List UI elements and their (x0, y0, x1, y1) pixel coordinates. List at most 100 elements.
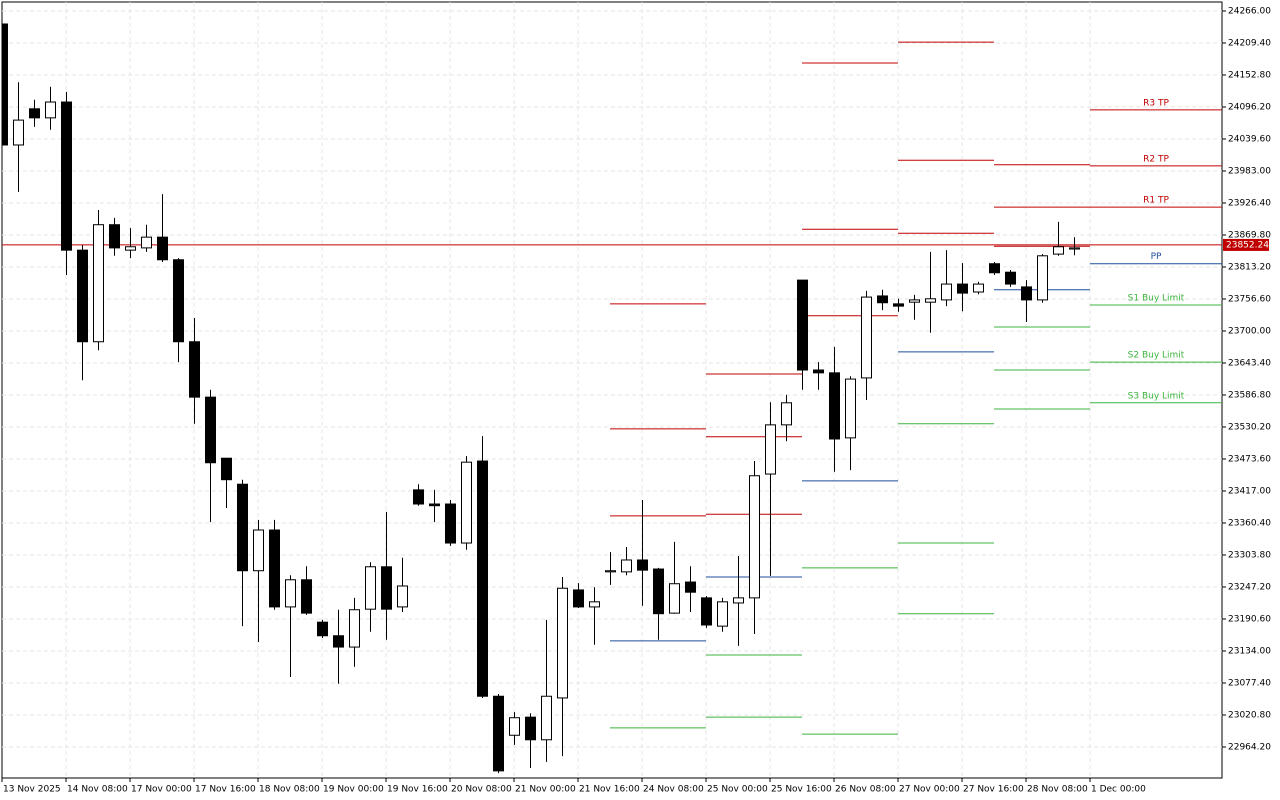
candle-body (237, 483, 248, 572)
candle-body (925, 298, 936, 303)
candle-body (157, 236, 168, 261)
y-tick-label: 24039.60 (1228, 134, 1271, 144)
y-tick-label: 23020.80 (1228, 711, 1271, 721)
pivot-label: S3 Buy Limit (1128, 391, 1185, 401)
candle-body (877, 295, 888, 304)
candle-body (301, 579, 312, 614)
candle-body (381, 566, 392, 610)
x-tick-label: 18 Nov 08:00 (259, 785, 320, 795)
y-tick-label: 24209.40 (1228, 38, 1271, 48)
x-tick-label: 27 Nov 00:00 (899, 785, 960, 795)
y-tick-label: 24096.20 (1228, 102, 1271, 112)
candle-body (45, 101, 56, 119)
x-tick-label: 21 Nov 16:00 (579, 785, 640, 795)
candle-body (765, 424, 776, 475)
y-tick-label: 23473.60 (1228, 455, 1271, 465)
candle-body (189, 341, 200, 398)
candle-body (141, 236, 152, 249)
candle-body (845, 378, 856, 439)
x-tick-label: 19 Nov 00:00 (323, 785, 384, 795)
y-tick-label: 23417.00 (1228, 487, 1271, 497)
pivot-label: R3 TP (1143, 98, 1169, 108)
candle-body (509, 717, 520, 736)
candle-body (557, 587, 568, 699)
candle-body (77, 249, 88, 343)
x-tick-label: 17 Nov 16:00 (195, 785, 256, 795)
candle-body (749, 475, 760, 599)
x-tick-label: 21 Nov 00:00 (515, 785, 576, 795)
candle-body (1053, 246, 1064, 255)
candle-body (333, 635, 344, 648)
candle-body (1037, 255, 1048, 301)
y-tick-label: 23303.80 (1228, 551, 1271, 561)
candle-body (781, 402, 792, 426)
pivot-label: PP (1151, 252, 1162, 262)
x-tick-label: 27 Nov 16:00 (963, 785, 1024, 795)
candle-body (621, 559, 632, 573)
axes: 24266.00 24209.40 24152.80 24096.20 24039.60… (1, 6, 1271, 795)
y-tick-label: 24266.00 (1228, 6, 1271, 16)
y-tick-label: 24152.80 (1228, 70, 1271, 80)
current-price-label: 23852.24 (1226, 240, 1269, 250)
candle-body (253, 529, 264, 572)
candle-body (109, 224, 120, 249)
pivot-label: R1 TP (1143, 196, 1169, 206)
candle-body (941, 283, 952, 301)
candle-body (637, 559, 648, 571)
candle-body (893, 303, 904, 307)
x-tick-label: 24 Nov 08:00 (643, 785, 704, 795)
candle-body (653, 568, 664, 615)
y-tick-label: 23134.00 (1228, 647, 1271, 657)
candle-body (493, 695, 504, 772)
candle-body (701, 597, 712, 626)
candle-body (1069, 247, 1080, 250)
candle-body (541, 695, 552, 741)
candle-body (685, 581, 696, 593)
candle-body (525, 716, 536, 741)
y-tick-label: 23643.40 (1228, 359, 1271, 369)
candle-body (989, 263, 1000, 274)
grid (2, 2, 1222, 778)
candle-body (317, 621, 328, 637)
candle-body (829, 372, 840, 440)
y-tick-label: 23360.40 (1228, 519, 1271, 529)
candle-body (173, 259, 184, 343)
candle-body (973, 283, 984, 293)
pivot-label: R2 TP (1143, 154, 1169, 164)
candle-body (1021, 286, 1032, 301)
candle-body (813, 369, 824, 374)
candle-body (365, 566, 376, 610)
candle-body (717, 601, 728, 627)
y-tick-label: 23190.60 (1228, 615, 1271, 625)
candle-body (13, 119, 24, 146)
x-tick-label: 14 Nov 08:00 (67, 785, 128, 795)
pivot-label: S2 Buy Limit (1128, 351, 1185, 361)
candle-body (125, 246, 136, 251)
candle-body (589, 601, 600, 608)
candle-body (61, 101, 72, 251)
x-tick-label: 25 Nov 16:00 (771, 785, 832, 795)
candle-body (285, 579, 296, 608)
pivot-label: S1 Buy Limit (1128, 293, 1185, 303)
candle-body (397, 585, 408, 608)
y-tick-label: 23869.80 (1228, 230, 1271, 240)
candle-body (205, 396, 216, 464)
candle-body (29, 108, 40, 119)
candle-body (605, 570, 616, 573)
y-tick-label: 23247.20 (1228, 583, 1271, 593)
y-tick-label: 23530.20 (1228, 423, 1271, 433)
x-tick-label: 26 Nov 08:00 (835, 785, 896, 795)
x-tick-label: 1 Dec 00:00 (1091, 785, 1146, 795)
plot: R3 TP R2 TP R1 TP PP S1 Buy Limit S2 Buy Limi… (2, 23, 1222, 774)
plot-area (1, 1, 1223, 779)
current-price-tag (1223, 238, 1269, 251)
candle-body (429, 503, 440, 507)
y-tick-label: 23983.00 (1228, 166, 1271, 176)
y-tick-label: 23586.80 (1228, 391, 1271, 401)
y-tick-label: 23756.60 (1228, 295, 1271, 305)
candle-body (1005, 271, 1016, 285)
candle-body (413, 489, 424, 505)
y-tick-label: 23700.00 (1228, 327, 1271, 337)
candle-body (349, 609, 360, 648)
